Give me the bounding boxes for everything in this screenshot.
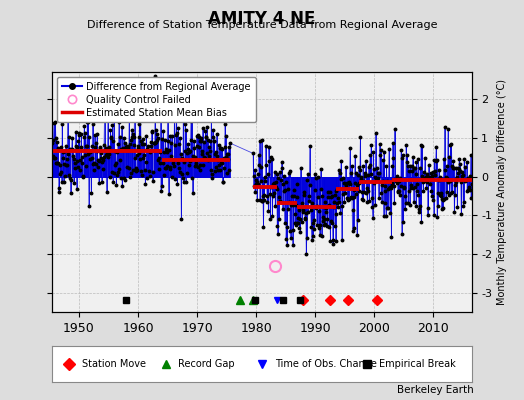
Text: Berkeley Earth: Berkeley Earth (398, 385, 474, 395)
Y-axis label: Monthly Temperature Anomaly Difference (°C): Monthly Temperature Anomaly Difference (… (497, 79, 507, 305)
Text: Record Gap: Record Gap (178, 359, 235, 369)
Legend: Difference from Regional Average, Quality Control Failed, Estimated Station Mean: Difference from Regional Average, Qualit… (57, 77, 256, 122)
Text: AMITY 4 NE: AMITY 4 NE (209, 10, 315, 28)
Text: Empirical Break: Empirical Break (379, 359, 456, 369)
Text: Station Move: Station Move (82, 359, 146, 369)
Text: Time of Obs. Change: Time of Obs. Change (275, 359, 376, 369)
Text: Difference of Station Temperature Data from Regional Average: Difference of Station Temperature Data f… (87, 20, 437, 30)
